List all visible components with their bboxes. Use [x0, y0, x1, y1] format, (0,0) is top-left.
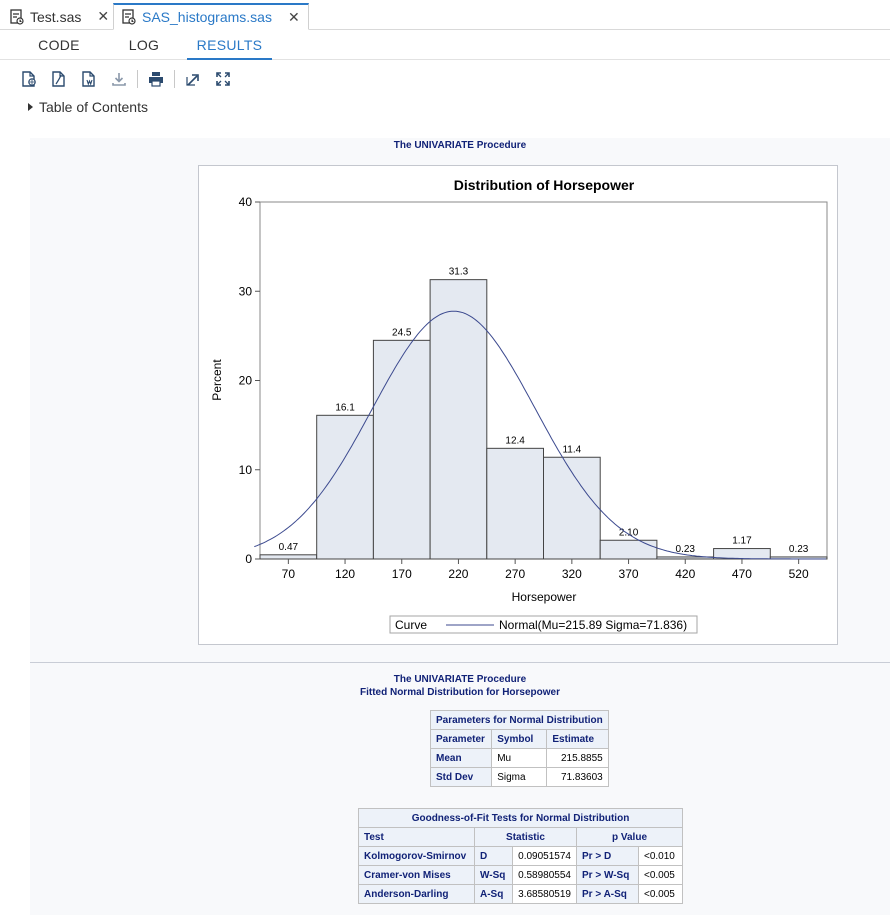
column-header: Estimate — [546, 729, 609, 749]
download-html-icon[interactable] — [14, 66, 44, 92]
table-row: Mean Mu 215.8855 — [429, 748, 609, 768]
chart-legend: Curve Normal(Mu=215.89 Sigma=71.836) — [389, 615, 698, 634]
x-tick-label: 370 — [619, 567, 639, 581]
bar-value-label: 2.10 — [619, 527, 639, 538]
x-tick-label: 520 — [789, 567, 809, 581]
close-icon[interactable]: ✕ — [287, 8, 300, 25]
parameters-table-title: Parameters for Normal Distribution — [430, 710, 609, 730]
column-header: Parameter — [429, 729, 493, 749]
download-pdf-icon[interactable] — [44, 66, 74, 92]
histogram-graph: Distribution of Horsepower 0.47 16.1 24.5 3… — [198, 165, 838, 645]
toc-label: Table of Contents — [39, 99, 148, 115]
open-new-window-icon[interactable] — [178, 66, 208, 92]
bar-value-label: 31.3 — [449, 267, 469, 278]
normal-curve — [254, 310, 826, 560]
table-row: Std Dev Sigma 71.83603 — [429, 767, 609, 787]
histogram-bar — [372, 339, 431, 560]
bar-value-label: 24.5 — [392, 327, 412, 338]
x-tick-label: 470 — [732, 567, 752, 581]
table-row: Anderson-Darling A-Sq 3.68580519 Pr > A-… — [358, 884, 683, 904]
file-tab-bar: Test.sas ✕ SAS_histograms.sas ✕ — [0, 0, 890, 30]
histogram-bar — [486, 447, 544, 560]
gof-table-title: Goodness-of-Fit Tests for Normal Distrib… — [358, 808, 683, 828]
results-pane: The UNIVARIATE Procedure Distribution of… — [30, 138, 890, 915]
legend-title: Curve — [395, 618, 427, 632]
y-tick-label: 0 — [245, 552, 252, 566]
x-tick-label: 270 — [505, 567, 525, 581]
expand-arrow-icon — [28, 103, 33, 111]
tab-results[interactable]: RESULTS — [187, 30, 272, 60]
file-tab-test[interactable]: Test.sas ✕ — [2, 3, 117, 30]
y-tick-label: 30 — [239, 284, 253, 298]
download-icon[interactable] — [104, 66, 134, 92]
table-row: Cramer-von Mises W-Sq 0.58980554 Pr > W-… — [358, 865, 683, 885]
results-toolbar — [14, 66, 238, 92]
column-header: Test — [358, 827, 475, 847]
parameters-table: Parameters for Normal Distribution Param… — [429, 710, 609, 787]
bar-value-label: 1.17 — [732, 536, 752, 547]
column-header: p Value — [576, 827, 683, 847]
histogram-bar — [429, 279, 488, 560]
chart-title: Distribution of Horsepower — [454, 177, 635, 193]
procedure-title: The UNIVARIATE Procedure — [393, 140, 527, 151]
sas-program-icon — [10, 8, 24, 25]
tab-code[interactable]: CODE — [38, 37, 80, 53]
file-tab-sas-histograms[interactable]: SAS_histograms.sas ✕ — [113, 3, 309, 30]
histogram-bar — [599, 539, 658, 560]
bar-value-label: 0.23 — [789, 544, 809, 555]
y-tick-label: 40 — [239, 195, 253, 209]
file-tab-title: SAS_histograms.sas — [142, 9, 272, 25]
histogram-bar — [259, 554, 318, 560]
x-axis-label: Horsepower — [512, 590, 577, 604]
column-header: Statistic — [474, 827, 577, 847]
toolbar-separator — [174, 70, 175, 88]
output-divider — [30, 662, 890, 663]
y-axis-label: Percent — [210, 359, 224, 401]
maximize-icon[interactable] — [208, 66, 238, 92]
goodness-of-fit-table: Goodness-of-Fit Tests for Normal Distrib… — [358, 808, 683, 904]
bar-value-label: 0.47 — [279, 542, 299, 553]
file-tab-title: Test.sas — [30, 8, 82, 25]
histogram-bar — [543, 456, 601, 560]
close-icon[interactable]: ✕ — [97, 8, 110, 24]
y-tick-label: 10 — [239, 463, 253, 477]
fitted-distribution-title: Fitted Normal Distribution for Horsepowe… — [359, 687, 560, 698]
procedure-title: The UNIVARIATE Procedure — [393, 674, 527, 685]
bar-value-label: 0.23 — [676, 544, 696, 555]
x-tick-label: 220 — [448, 567, 468, 581]
view-tab-bar: CODE LOG RESULTS — [0, 30, 890, 60]
x-tick-label: 70 — [282, 567, 296, 581]
bar-value-label: 12.4 — [505, 435, 525, 446]
bar-value-label: 16.1 — [335, 402, 355, 413]
download-rtf-icon[interactable] — [74, 66, 104, 92]
table-row: Kolmogorov-Smirnov D 0.09051574 Pr > D <… — [358, 846, 683, 866]
bar-value-label: 11.4 — [562, 444, 581, 455]
column-header: Symbol — [491, 729, 548, 749]
y-tick-label: 20 — [239, 374, 253, 388]
histogram-chart: Distribution of Horsepower 0.47 16.1 24.5 3… — [210, 177, 828, 634]
print-icon[interactable] — [141, 66, 171, 92]
x-tick-label: 420 — [675, 567, 695, 581]
legend-entry: Normal(Mu=215.89 Sigma=71.836) — [499, 618, 687, 632]
x-tick-label: 120 — [335, 567, 355, 581]
tab-log[interactable]: LOG — [128, 37, 160, 53]
x-tick-label: 320 — [562, 567, 582, 581]
table-of-contents-toggle[interactable]: Table of Contents — [28, 99, 148, 115]
toolbar-separator — [137, 70, 138, 88]
x-tick-label: 170 — [392, 567, 412, 581]
sas-program-icon — [122, 9, 136, 25]
